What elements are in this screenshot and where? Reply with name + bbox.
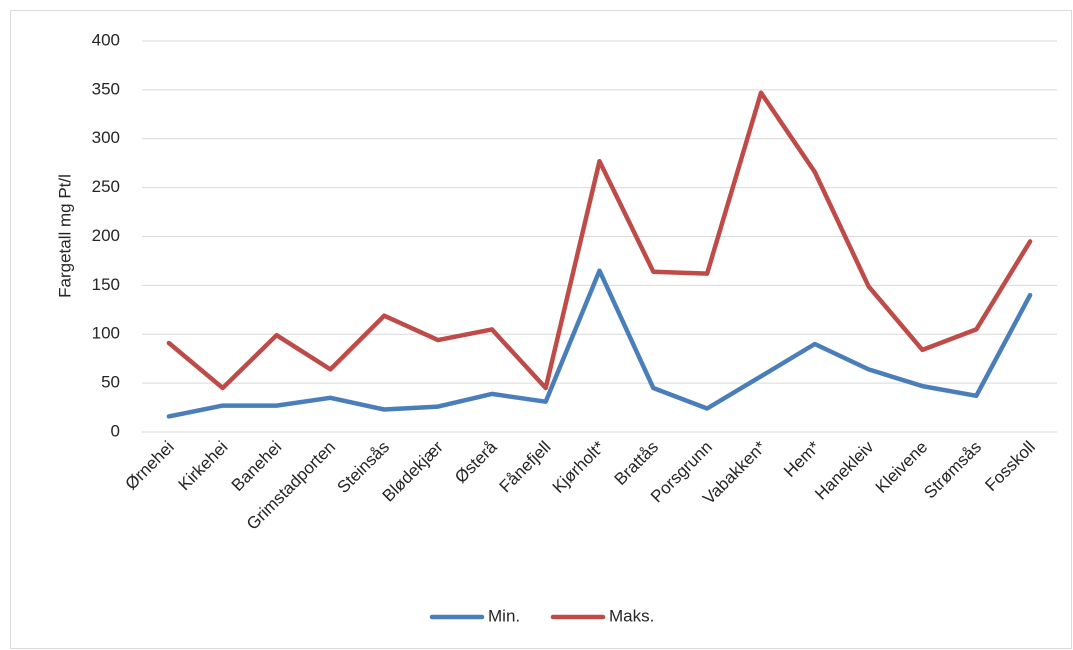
y-tick-label: 100: [92, 324, 120, 343]
x-tick-label: Kirkehei: [175, 437, 232, 494]
legend: Min. Maks.: [429, 606, 654, 625]
y-tick-label: 50: [101, 373, 120, 392]
legend-label: Min.: [488, 606, 520, 625]
chart-area: [10, 10, 1072, 649]
x-tick-label: Ørnehei: [122, 437, 178, 493]
series-line-maks: [166, 90, 1033, 391]
x-tick-label: Kjørholt*: [549, 437, 609, 497]
y-tick-label: 350: [92, 79, 120, 98]
y-tick-label: 150: [92, 275, 120, 294]
legend-label: Maks.: [609, 606, 654, 625]
y-tick-labels: 0 50 100 150 200 250 300 350 400: [92, 30, 120, 440]
x-tick-label: Fånefjell: [496, 437, 555, 496]
y-tick-label: 250: [92, 177, 120, 196]
y-tick-label: 400: [92, 30, 120, 49]
y-tick-label: 0: [111, 421, 120, 440]
series-line-min: [166, 268, 1033, 419]
y-axis-label: Fargetall mg Pt/l: [55, 174, 74, 298]
x-tick-label: Hem*: [780, 437, 824, 481]
y-tick-label: 200: [92, 226, 120, 245]
x-tick-labels: ØrneheiKirkeheiBaneheiGrimstadportenStei…: [122, 437, 1039, 534]
y-tick-label: 300: [92, 128, 120, 147]
x-tick-label: Fosskoll: [981, 437, 1039, 495]
x-tick-label: Brattås: [611, 437, 663, 489]
gridlines: [142, 40, 1057, 433]
x-tick-label: Østerå: [451, 437, 501, 487]
series-lines: [166, 90, 1033, 419]
x-tick-label: Strømsås: [920, 437, 985, 502]
x-tick-label: Hanekleiv: [811, 437, 878, 504]
